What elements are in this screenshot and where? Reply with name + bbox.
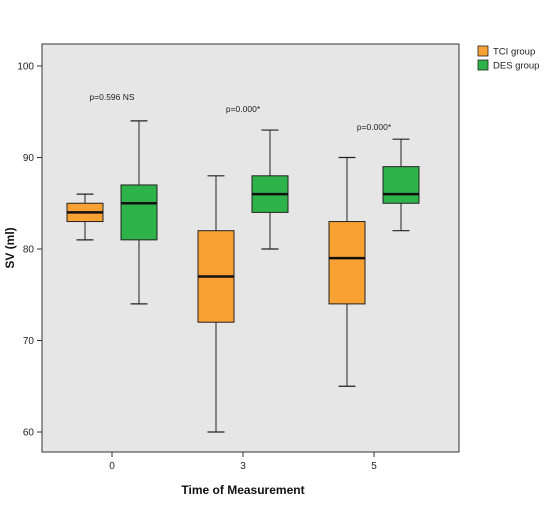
y-tick-label: 80 xyxy=(23,245,35,256)
y-tick-label: 90 xyxy=(23,153,35,164)
p-value-label: p=0.000* xyxy=(357,122,392,132)
x-axis: 0 3 5 xyxy=(109,452,377,472)
x-tick-label: 0 xyxy=(109,461,115,472)
legend: TCI group DES group xyxy=(477,45,539,72)
plot-area xyxy=(41,43,460,453)
p-value-label: p=0.596 NS xyxy=(89,92,134,102)
y-tick-label: 70 xyxy=(23,336,35,347)
box-series xyxy=(66,120,420,433)
iqr-box xyxy=(328,221,366,305)
x-tick-label: 3 xyxy=(240,461,246,472)
iqr-box xyxy=(120,184,158,241)
iqr-box xyxy=(382,166,420,204)
y-tick-label: 100 xyxy=(17,62,34,73)
y-tick-label: 60 xyxy=(23,428,35,439)
p-value-label: p=0.000* xyxy=(226,104,261,114)
box-tci-group-0 xyxy=(66,193,104,241)
legend-label: DES group xyxy=(493,61,539,72)
box-tci-group-5 xyxy=(328,156,366,387)
p-value-annotations: p=0.596 NS p=0.000* p=0.000* xyxy=(89,92,391,132)
x-axis-title: Time of Measurement xyxy=(181,483,304,497)
legend-label: TCI group xyxy=(493,47,535,58)
y-axis-title: SV (ml) xyxy=(3,227,17,268)
legend-swatch xyxy=(477,59,489,71)
legend-swatch xyxy=(477,45,489,57)
box-des-group-0 xyxy=(120,120,158,305)
box-tci-group-3 xyxy=(197,175,235,433)
box-des-group-3 xyxy=(251,129,289,250)
y-axis: 60 70 80 90 100 xyxy=(17,62,42,439)
box-des-group-5 xyxy=(382,138,420,232)
x-tick-label: 5 xyxy=(371,461,377,472)
